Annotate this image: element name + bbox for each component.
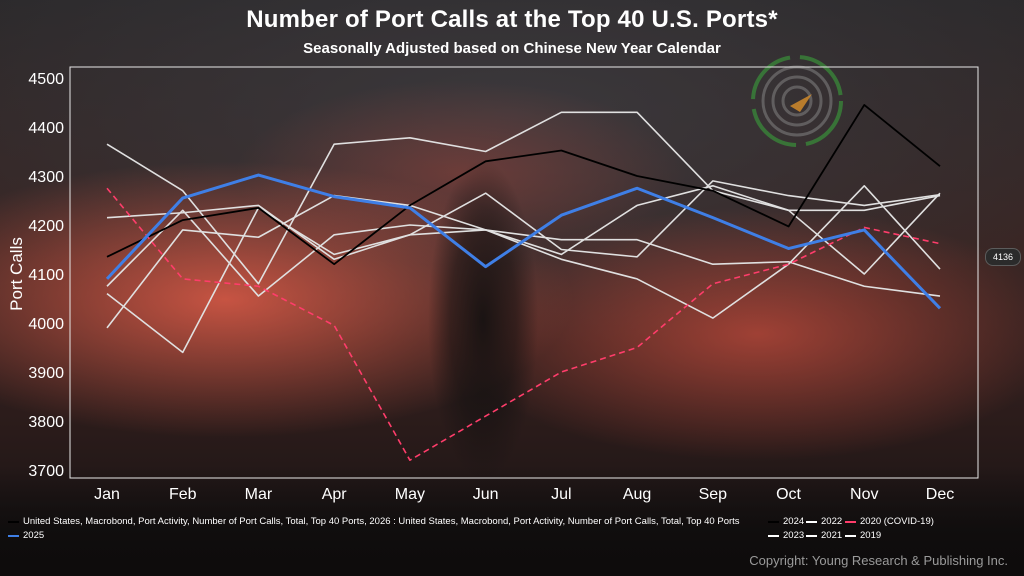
y-tick-label: 3700 bbox=[28, 463, 64, 480]
legend-label: 2020 (COVID-19) bbox=[860, 516, 934, 527]
y-tick-label: 4200 bbox=[28, 218, 64, 235]
series-line-2019 bbox=[106, 180, 941, 261]
legend-item: 2020 (COVID-19) bbox=[845, 516, 934, 527]
x-tick-label: Jun bbox=[473, 486, 499, 503]
series-line-2025 bbox=[105, 173, 942, 310]
legend-label: 2022 bbox=[821, 516, 843, 527]
y-tick-label: 3800 bbox=[28, 414, 64, 431]
copyright-text: Copyright: Young Research & Publishing I… bbox=[749, 553, 1008, 568]
legend-label: 2019 bbox=[860, 530, 882, 541]
series-line-2024 bbox=[106, 104, 941, 266]
x-tick-label: Nov bbox=[850, 486, 878, 503]
legend-item: 2025 bbox=[8, 530, 44, 541]
chart-subtitle: Seasonally Adjusted based on Chinese New… bbox=[303, 40, 721, 57]
series-line-2023 bbox=[106, 185, 941, 329]
x-tick-label: Aug bbox=[623, 486, 651, 503]
x-tick-label: Oct bbox=[776, 486, 801, 503]
x-tick-label: Dec bbox=[926, 486, 954, 503]
series-line-unlabeled-4 bbox=[106, 185, 941, 354]
legend-item: 2024 bbox=[768, 516, 804, 527]
legend-label: 2025 bbox=[23, 530, 45, 541]
legend-swatch bbox=[768, 534, 779, 537]
legend-swatch bbox=[8, 520, 19, 523]
legend-swatch bbox=[806, 534, 817, 537]
plot-frame bbox=[69, 66, 979, 479]
legend-swatch bbox=[845, 534, 856, 537]
legend-label: United States, Macrobond, Port Activity,… bbox=[23, 516, 740, 527]
y-tick-label: 4000 bbox=[28, 316, 64, 333]
legend-item: 2022 bbox=[806, 516, 842, 527]
chart-title: Number of Port Calls at the Top 40 U.S. … bbox=[246, 6, 778, 33]
legend-swatch bbox=[8, 534, 19, 537]
y-tick-label: 4400 bbox=[28, 120, 64, 137]
y-tick-label: 3900 bbox=[28, 365, 64, 382]
x-tick-label: Sep bbox=[699, 486, 728, 503]
legend-item: 2023 bbox=[768, 530, 804, 541]
x-tick-label: Jul bbox=[551, 486, 571, 503]
legend-swatch bbox=[768, 520, 779, 523]
y-tick-label: 4300 bbox=[28, 169, 64, 186]
background-soldier-silhouette bbox=[428, 160, 538, 480]
series-line-2021 bbox=[106, 209, 941, 297]
legend-label: 2021 bbox=[821, 530, 843, 541]
legend-item: 2021 bbox=[806, 530, 842, 541]
x-tick-label: Jan bbox=[94, 486, 120, 503]
y-axis-label: Port Calls bbox=[7, 237, 26, 311]
y-tick-label: 4100 bbox=[28, 267, 64, 284]
legend-swatch bbox=[845, 520, 856, 523]
series-line-2022 bbox=[106, 111, 941, 285]
legend-item: 2019 bbox=[845, 530, 881, 541]
series-line-2020-covid-19 bbox=[106, 187, 941, 462]
y-tick-label: 4500 bbox=[28, 71, 64, 88]
x-tick-label: Apr bbox=[322, 486, 348, 503]
x-tick-label: May bbox=[395, 486, 425, 503]
legend-swatch bbox=[806, 520, 817, 523]
x-tick-label: Feb bbox=[169, 486, 197, 503]
legend-label: 2023 bbox=[783, 530, 805, 541]
last-value-tag: 4136 bbox=[985, 248, 1021, 266]
x-tick-label: Mar bbox=[245, 486, 273, 503]
legend-item: United States, Macrobond, Port Activity,… bbox=[8, 516, 740, 527]
legend-label: 2024 bbox=[783, 516, 805, 527]
